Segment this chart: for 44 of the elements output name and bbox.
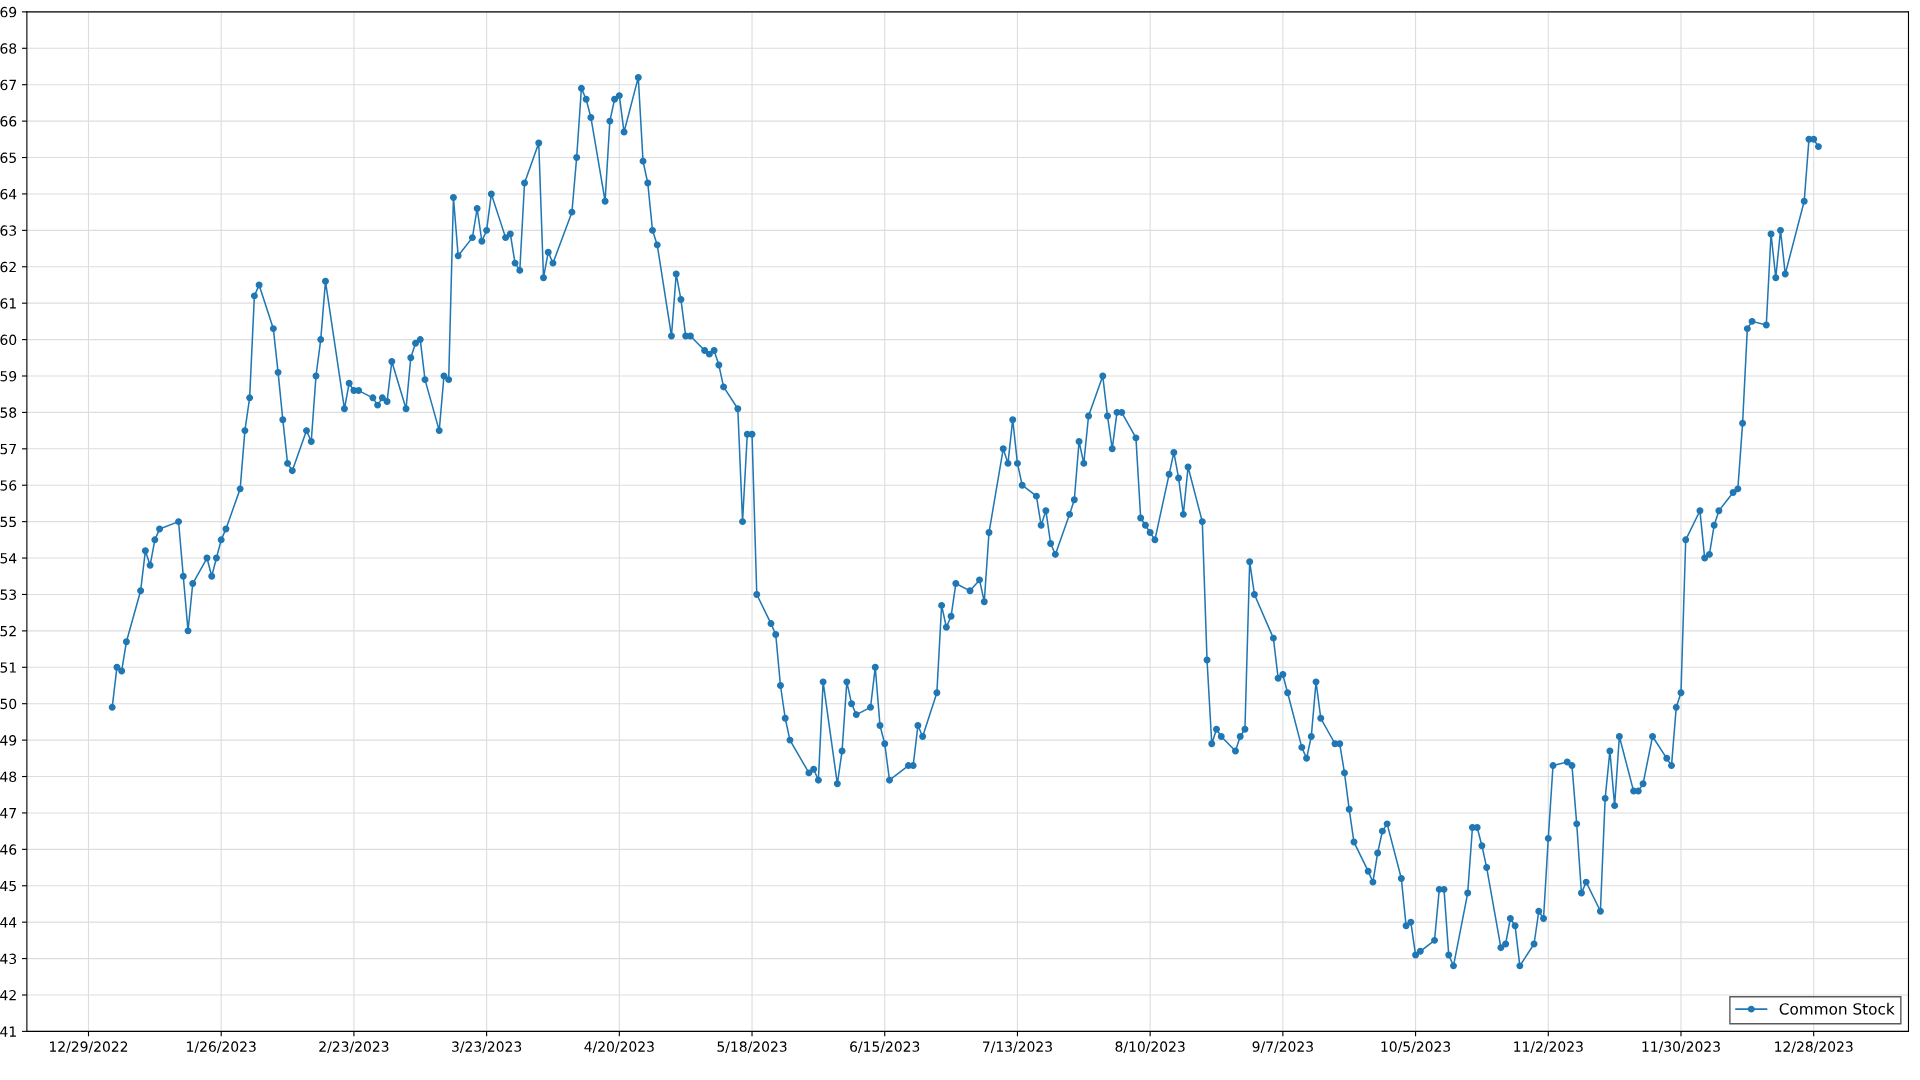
y-tick-label: 44 (0, 917, 17, 928)
x-tick-label: 12/28/2023 (1775, 1041, 1853, 1053)
y-tick-label: 53 (0, 589, 17, 600)
y-tick-label: 42 (0, 989, 16, 1001)
x-tick-label: 11/2/2023 (1514, 1041, 1583, 1053)
x-tick-label: 6/15/2023 (850, 1041, 920, 1053)
x-tick-label: 2/23/2023 (319, 1041, 389, 1053)
x-tick-label: 1/26/2023 (187, 1041, 256, 1053)
y-tick-label: 68 (0, 43, 17, 54)
y-tick-label: 58 (0, 407, 17, 418)
y-tick-label: 51 (0, 662, 16, 673)
y-tick-label: 55 (0, 516, 16, 528)
x-tick-label: 10/5/2023 (1381, 1041, 1451, 1053)
y-tick-label: 50 (0, 698, 17, 710)
y-tick-label: 63 (0, 225, 17, 236)
y-tick-label: 69 (0, 6, 17, 18)
y-tick-label: 60 (0, 334, 17, 346)
y-tick-label: 52 (0, 625, 16, 637)
y-tick-label: 48 (0, 771, 17, 782)
y-tick-label: 59 (0, 370, 17, 382)
y-tick-label: 57 (0, 443, 16, 455)
y-tick-label: 67 (0, 79, 16, 91)
y-tick-label: 66 (0, 116, 17, 127)
x-tick-label: 5/18/2023 (717, 1041, 787, 1053)
x-tick-label: 11/30/2023 (1642, 1041, 1720, 1053)
x-tick-label: 8/10/2023 (1115, 1041, 1185, 1053)
x-tick-label: 7/13/2023 (982, 1041, 1052, 1053)
y-tick-label: 49 (0, 735, 17, 746)
x-tick-label: 12/29/2022 (49, 1041, 128, 1053)
x-tick-label: 3/23/2023 (452, 1041, 522, 1053)
x-tick-label: 9/7/2023 (1252, 1041, 1313, 1053)
legend-label: Common Stock (1779, 1002, 1895, 1015)
y-tick-label: 62 (0, 261, 16, 273)
y-tick-label: 41 (0, 1026, 16, 1037)
x-tick-label: 4/20/2023 (584, 1041, 654, 1053)
y-tick-label: 65 (0, 152, 16, 163)
y-tick-label: 64 (0, 188, 17, 200)
y-tick-label: 47 (0, 808, 16, 819)
y-tick-label: 54 (0, 553, 17, 564)
y-tick-label: 46 (0, 844, 17, 855)
y-tick-label: 61 (0, 298, 16, 309)
y-tick-label: 43 (0, 953, 17, 965)
y-tick-label: 56 (0, 480, 17, 491)
y-tick-label: 45 (0, 880, 16, 892)
